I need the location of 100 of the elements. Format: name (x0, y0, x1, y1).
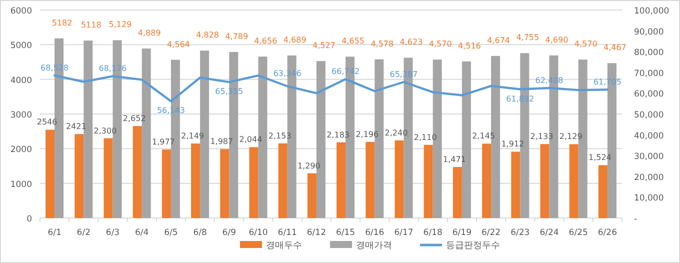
data-label: 66,742 (332, 67, 360, 76)
data-label: 2,145 (472, 132, 496, 141)
x-tick-label: 6/11 (278, 228, 297, 238)
bar (511, 152, 520, 218)
data-label: 4,467 (603, 43, 626, 52)
data-label: 1,471 (442, 155, 466, 164)
bar (569, 144, 578, 218)
bar (394, 140, 404, 218)
y-tick-label: 0 (26, 214, 32, 224)
data-label: 56,143 (156, 106, 185, 116)
x-tick-label: 6/16 (365, 228, 384, 238)
bar (424, 144, 433, 218)
data-label: 4,689 (283, 35, 306, 44)
y-tick-label: 2000 (10, 145, 32, 156)
data-label: 2,110 (414, 132, 437, 142)
data-label: 2,240 (384, 128, 408, 138)
bar (307, 173, 316, 218)
x-tick-label: 6/2 (76, 228, 90, 238)
x-tick-label: 6/26 (598, 228, 617, 238)
y2-tick-label: 10,000 (634, 194, 664, 204)
data-label: 68,528 (40, 63, 69, 72)
x-tick-label: 6/10 (248, 228, 268, 238)
data-label: 5182 (52, 18, 72, 28)
x-tick-label: 6/17 (394, 228, 414, 238)
y2-tick-label: 50,000 (634, 110, 664, 120)
data-label: 4,564 (166, 40, 190, 49)
y2-tick-label: 80,000 (634, 48, 664, 58)
y2-tick-label: 60,000 (634, 90, 664, 100)
y-tick-label: 3000 (10, 110, 32, 120)
x-tick-label: 6/18 (423, 228, 442, 238)
data-label: 2,044 (239, 135, 262, 144)
bar (132, 126, 142, 218)
data-label: 62,488 (535, 76, 564, 86)
data-label: 4,527 (312, 41, 336, 50)
data-label: 5118 (80, 20, 102, 30)
data-label: 4,570 (428, 40, 452, 49)
data-label: 4,656 (254, 36, 278, 46)
x-tick-label: 6/4 (135, 228, 149, 238)
bar (336, 142, 346, 218)
y-tick-label: 4000 (10, 76, 32, 86)
bar (104, 138, 113, 218)
data-label: 4,570 (574, 40, 598, 49)
data-label: 2,149 (181, 132, 204, 140)
data-label: 2,153 (268, 131, 292, 140)
data-label: 4,690 (545, 35, 568, 44)
y-tick-label: 6000 (10, 6, 32, 16)
bar (278, 143, 288, 218)
data-label: 68,176 (98, 64, 127, 74)
x-tick-label: 6/23 (510, 228, 530, 238)
data-label: 4,755 (516, 33, 540, 42)
y2-tick-label: 100,000 (634, 6, 670, 16)
bar (220, 149, 230, 218)
data-label: 4,578 (370, 39, 394, 48)
legend-label: 경매두수 (266, 241, 302, 251)
data-label: 4,516 (458, 41, 481, 50)
data-label: 4,623 (400, 38, 423, 47)
data-label: 1,290 (297, 161, 320, 170)
data-label: 2,300 (94, 126, 117, 136)
data-label: 4,655 (342, 36, 365, 46)
bar (482, 144, 492, 218)
bar (46, 130, 55, 218)
data-label: 63,346 (273, 68, 302, 78)
x-tick-label: 6/3 (106, 228, 120, 238)
data-label: 61,705 (593, 78, 622, 87)
data-label: 4,828 (196, 30, 220, 40)
data-label: 65,355 (215, 87, 244, 96)
y-tick-label: 5000 (10, 41, 32, 52)
bar (598, 165, 608, 218)
data-label: 4,889 (138, 28, 161, 38)
x-tick-label: 6/15 (336, 228, 356, 238)
data-label: 1,987 (210, 137, 234, 146)
x-tick-label: 6/12 (306, 228, 326, 238)
x-tick-label: 6/25 (568, 228, 588, 238)
x-tick-label: 6/5 (164, 228, 178, 238)
x-tick-label: 6/19 (452, 228, 472, 238)
data-label: 1,912 (501, 140, 524, 149)
bar (74, 134, 84, 218)
y2-tick-label: 70,000 (634, 68, 664, 79)
y2-tick-label: 90,000 (634, 27, 664, 38)
data-label: 2421 (66, 122, 86, 132)
data-label: 61,892 (506, 94, 534, 104)
data-label: 5,129 (108, 20, 132, 30)
y-tick-label: 1000 (10, 180, 32, 190)
data-label: 1,977 (152, 137, 175, 146)
y2-tick-label: 20,000 (634, 172, 664, 183)
y2-tick-label: - (634, 214, 638, 224)
x-tick-label: 6/1 (48, 228, 62, 238)
legend-label: 등급판정두수 (446, 241, 500, 251)
bar (162, 149, 171, 218)
data-label: 2,196 (356, 130, 379, 139)
bar (191, 144, 200, 218)
data-label: 2,133 (530, 132, 554, 142)
data-label: 4,789 (225, 32, 248, 41)
data-label: 2,183 (326, 130, 350, 140)
y2-tick-label: 30,000 (634, 152, 664, 162)
x-tick-label: 6/22 (482, 228, 501, 238)
data-label: 2546 (36, 118, 58, 127)
bar (452, 167, 462, 218)
legend-label: 경매가격 (356, 241, 392, 251)
bar (249, 147, 258, 218)
